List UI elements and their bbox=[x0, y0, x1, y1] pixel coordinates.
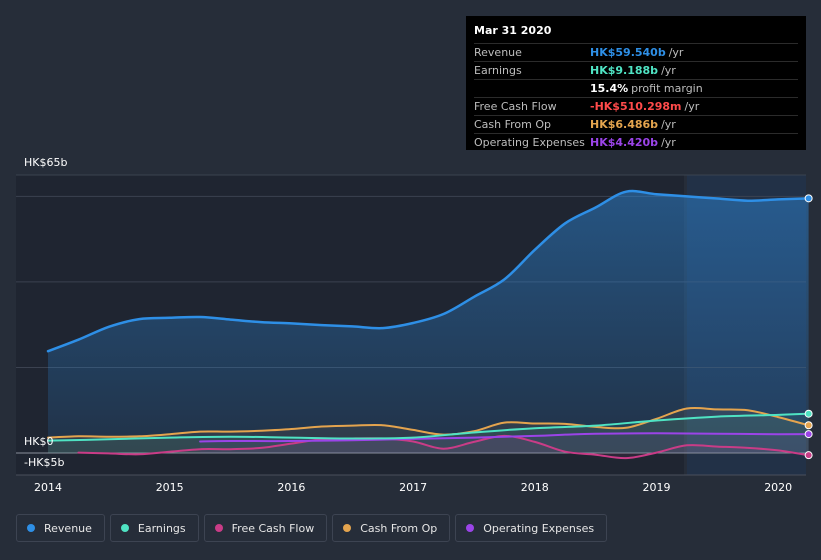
cash-from-op-endpoint[interactable] bbox=[804, 421, 813, 430]
free-cash-flow-line bbox=[77, 434, 810, 460]
earnings-endpoint[interactable] bbox=[804, 409, 813, 418]
tooltip-row-value: HK$4.420b bbox=[590, 136, 659, 149]
free-cash-flow-endpoint[interactable] bbox=[804, 451, 813, 460]
tooltip-row-label bbox=[474, 81, 590, 97]
tooltip-row-value: HK$59.540b bbox=[590, 46, 666, 59]
tooltip-row-unit: profit margin bbox=[631, 82, 703, 95]
tooltip-row: Operating Expenses HK$4.420b/yr bbox=[474, 135, 798, 151]
y-axis-label: -HK$5b bbox=[24, 456, 64, 469]
revenue-area bbox=[48, 191, 809, 453]
tooltip-row: 15.4% profit margin bbox=[474, 81, 798, 98]
legend-dot-icon bbox=[466, 524, 475, 532]
tooltip-row-value: -HK$510.298m bbox=[590, 100, 682, 113]
tooltip-row-value: 15.4% bbox=[590, 82, 629, 95]
cash-from-op-line bbox=[47, 406, 810, 439]
tooltip-row: Earnings HK$9.188b/yr bbox=[474, 63, 798, 80]
legend-dot-icon bbox=[214, 524, 223, 532]
tooltip-row: Revenue HK$59.540b/yr bbox=[474, 45, 798, 62]
legend-label: Cash From Op bbox=[360, 521, 438, 535]
legend-dot-icon bbox=[343, 524, 352, 532]
y-axis-label: HK$0 bbox=[24, 435, 53, 448]
revenue-endpoint[interactable] bbox=[804, 194, 813, 203]
tooltip-row-value: HK$9.188b bbox=[590, 64, 659, 77]
x-tick-label: 2017 bbox=[399, 481, 427, 494]
legend-dot-icon bbox=[27, 524, 35, 532]
tooltip-row-label: Operating Expenses bbox=[474, 136, 585, 149]
legend-label: Free Cash Flow bbox=[231, 521, 315, 535]
earnings-line bbox=[47, 412, 810, 442]
tooltip-date: Mar 31 2020 bbox=[474, 23, 798, 44]
tooltip-row-unit: /yr bbox=[661, 64, 676, 77]
y-axis-label: HK$65b bbox=[24, 156, 67, 169]
tooltip-row-unit: /yr bbox=[684, 100, 700, 113]
legend-item-operating-expenses[interactable]: Operating Expenses bbox=[455, 514, 608, 542]
x-tick-label: 2018 bbox=[521, 481, 549, 494]
legend-item-revenue[interactable]: Revenue bbox=[16, 514, 105, 542]
free-cash-flow-area bbox=[78, 435, 809, 459]
tooltip-row: Cash From Op HK$6.486b/yr bbox=[474, 117, 798, 134]
tooltip-row: Free Cash Flow -HK$510.298m/yr bbox=[474, 99, 798, 116]
x-tick-label: 2020 bbox=[764, 481, 792, 494]
legend-item-free-cash-flow[interactable]: Free Cash Flow bbox=[203, 514, 328, 542]
legend-label: Revenue bbox=[44, 521, 92, 535]
tooltip-row-label: Free Cash Flow bbox=[474, 100, 557, 113]
revenue-line bbox=[46, 189, 810, 353]
tooltip-row-unit: /yr bbox=[661, 136, 676, 149]
x-tick-label: 2016 bbox=[277, 481, 305, 494]
tooltip-row-unit: /yr bbox=[668, 46, 684, 59]
legend-label: Operating Expenses bbox=[483, 521, 595, 535]
tooltip-row-label: Revenue bbox=[474, 46, 522, 59]
operating-expenses-line bbox=[199, 432, 810, 443]
x-tick-label: 2019 bbox=[643, 481, 671, 494]
legend-dot-icon bbox=[120, 524, 129, 532]
x-tick-label: 2015 bbox=[156, 481, 184, 494]
tooltip-panel: Mar 31 2020 Revenue HK$59.540b/yr Earnings… bbox=[466, 16, 806, 150]
tooltip-row-label: Earnings bbox=[474, 64, 522, 77]
tooltip-row-unit: /yr bbox=[661, 118, 676, 131]
operating-expenses-endpoint[interactable] bbox=[804, 430, 813, 439]
tooltip-row-value: HK$6.486b bbox=[590, 118, 659, 131]
legend-item-earnings[interactable]: Earnings bbox=[109, 514, 199, 542]
legend-label: Earnings bbox=[137, 521, 186, 535]
x-tick-label: 2014 bbox=[34, 481, 62, 494]
legend: Revenue Earnings Free Cash Flow Cash From O… bbox=[16, 514, 612, 542]
operating-expenses-area bbox=[200, 433, 809, 453]
legend-item-cash-from-op[interactable]: Cash From Op bbox=[332, 514, 451, 542]
tooltip-row-label: Cash From Op bbox=[474, 118, 552, 131]
earnings-area bbox=[48, 413, 809, 453]
